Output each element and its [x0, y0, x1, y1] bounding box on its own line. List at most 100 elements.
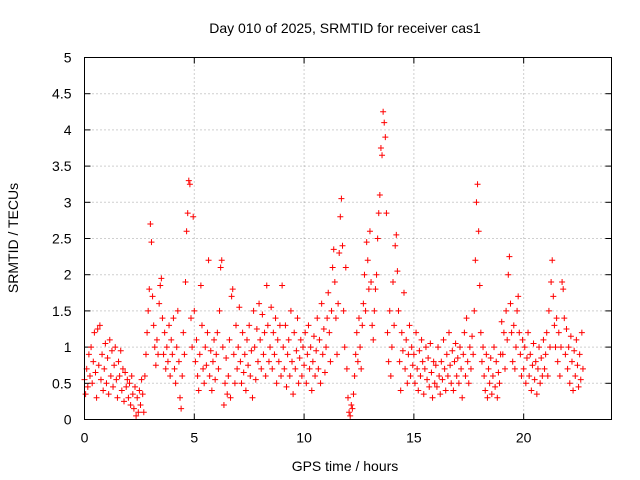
data-point — [522, 380, 529, 387]
data-point — [577, 376, 584, 383]
data-point — [246, 322, 253, 329]
data-point — [337, 213, 344, 220]
data-point — [353, 329, 360, 336]
data-point — [399, 347, 406, 354]
data-point — [144, 329, 151, 336]
data-point — [374, 235, 381, 242]
y-tick-label: 4.5 — [52, 86, 72, 102]
data-point — [440, 336, 447, 343]
data-point — [422, 344, 429, 351]
data-point — [254, 358, 261, 365]
data-point — [130, 405, 137, 412]
data-point — [559, 278, 566, 285]
data-point — [498, 318, 505, 325]
data-point — [224, 391, 231, 398]
data-point — [360, 300, 367, 307]
data-point — [305, 322, 312, 329]
data-point — [531, 376, 538, 383]
data-point — [396, 358, 403, 365]
data-point — [506, 253, 513, 260]
data-point — [194, 373, 201, 380]
data-point — [156, 300, 163, 307]
data-point — [452, 340, 459, 347]
data-point — [177, 394, 184, 401]
data-point — [116, 373, 123, 380]
data-point — [299, 344, 306, 351]
data-point — [365, 286, 372, 293]
x-tick-label: 20 — [516, 430, 532, 446]
data-point — [578, 329, 585, 336]
data-point — [550, 293, 557, 300]
data-point — [507, 300, 514, 307]
data-point — [196, 351, 203, 358]
y-tick-label: 0.5 — [52, 375, 72, 391]
data-point — [379, 152, 386, 159]
data-point — [462, 373, 469, 380]
data-point — [545, 307, 552, 314]
data-point — [208, 387, 215, 394]
data-point — [530, 340, 537, 347]
data-point — [101, 365, 108, 372]
data-point — [245, 362, 252, 369]
data-point — [158, 275, 165, 282]
data-point — [370, 336, 377, 343]
data-point — [444, 373, 451, 380]
data-point — [350, 391, 357, 398]
data-point — [271, 351, 278, 358]
data-point — [262, 373, 269, 380]
data-point — [243, 336, 250, 343]
data-point — [482, 387, 489, 394]
data-point — [203, 362, 210, 369]
data-point — [474, 181, 481, 188]
data-point — [339, 242, 346, 249]
data-point — [162, 365, 169, 372]
data-point — [237, 358, 244, 365]
data-point — [138, 376, 145, 383]
data-point — [191, 307, 198, 314]
data-point — [543, 329, 550, 336]
data-point — [122, 369, 129, 376]
data-point — [105, 391, 112, 398]
data-point — [500, 329, 507, 336]
data-point — [201, 380, 208, 387]
data-point — [560, 286, 567, 293]
data-point — [347, 412, 354, 419]
data-point — [142, 351, 149, 358]
data-point — [270, 329, 277, 336]
data-point — [127, 402, 134, 409]
data-point — [489, 373, 496, 380]
data-point — [369, 322, 376, 329]
data-point — [447, 362, 454, 369]
data-point — [140, 409, 147, 416]
data-point — [464, 358, 471, 365]
data-point — [184, 210, 191, 217]
data-point — [118, 387, 125, 394]
data-point — [119, 365, 126, 372]
y-tick-label: 1 — [64, 339, 72, 355]
data-point — [424, 376, 431, 383]
data-point — [431, 380, 438, 387]
data-point — [180, 329, 187, 336]
data-point — [525, 329, 532, 336]
data-point — [395, 307, 402, 314]
data-point — [207, 347, 214, 354]
tick-labels: 0 0.5 1 1.5 2 2.5 3 3.5 4 4.5 5 0 5 10 15 20 — [52, 50, 532, 446]
data-point — [121, 398, 128, 405]
y-axis-label: SRMTID / TECUs — [5, 183, 21, 293]
data-point — [238, 380, 245, 387]
data-point — [247, 373, 254, 380]
data-point — [147, 221, 154, 228]
data-point — [213, 351, 220, 358]
data-point — [163, 344, 170, 351]
data-point — [335, 300, 342, 307]
data-point — [164, 358, 171, 365]
data-point — [373, 271, 380, 278]
data-point — [94, 326, 101, 332]
data-point — [141, 373, 148, 380]
data-point — [352, 351, 359, 358]
data-point — [355, 315, 362, 322]
data-point — [556, 373, 563, 380]
data-point — [428, 369, 435, 376]
data-point — [133, 412, 140, 419]
data-point — [505, 271, 512, 278]
